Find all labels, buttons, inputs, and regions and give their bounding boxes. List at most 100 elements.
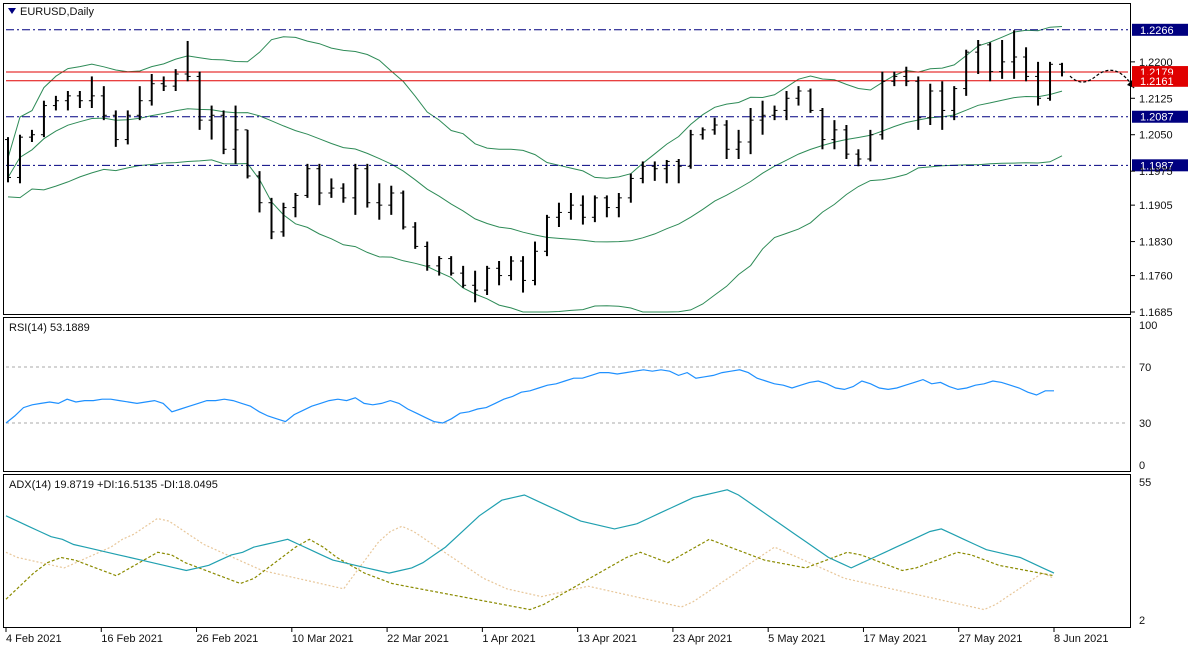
x-tick-label: 10 Mar 2021 [292, 633, 354, 645]
ohlc-bar [400, 190, 407, 230]
ohlc-bar [292, 193, 299, 218]
price-level-label-box [1132, 74, 1188, 87]
ohlc-bar [927, 83, 934, 125]
ohlc-bar [28, 129, 35, 142]
ohlc-bar [160, 76, 167, 91]
rsi-tick-label: 0 [1139, 460, 1145, 472]
ohlc-bar [1047, 61, 1054, 101]
ohlc-bar [376, 183, 383, 220]
ohlc-bar [1011, 30, 1018, 79]
ohlc-bar [675, 159, 682, 184]
ohlc-bar [412, 222, 419, 249]
ohlc-bar [639, 161, 646, 184]
ohlc-bar [268, 197, 275, 240]
x-tick-label: 16 Feb 2021 [101, 633, 163, 645]
price-tick-label: 1.2200 [1139, 57, 1173, 69]
price-tick-label: 1.2125 [1139, 93, 1173, 105]
x-tick-label: 26 Feb 2021 [197, 633, 259, 645]
ohlc-bar [316, 163, 323, 206]
price-level-label-box [1132, 23, 1188, 36]
price-tick-label: 1.1760 [1139, 271, 1173, 283]
ohlc-bar [328, 178, 335, 198]
ohlc-bar [627, 173, 634, 203]
ohlc-bar [759, 100, 766, 135]
bollinger-upper-line [7, 26, 1063, 179]
price-level-label: 1.1987 [1140, 160, 1174, 172]
price-pane-frame [3, 3, 1131, 315]
rsi-layer [5, 366, 1128, 424]
ohlc-bar [879, 71, 886, 140]
ohlc-bar [76, 91, 83, 108]
ohlc-bar [663, 159, 670, 184]
ohlc-bar [16, 134, 23, 184]
ohlc-bar [436, 256, 443, 276]
ohlc-bar [699, 127, 706, 140]
ohlc-bar [472, 270, 479, 303]
bollinger-lower-line [7, 155, 1063, 313]
ohlc-bar [603, 195, 610, 218]
ohlc-bar [855, 149, 862, 167]
ohlc-bar [172, 69, 179, 91]
minus-di-line [5, 517, 1055, 611]
adx-line [5, 489, 1055, 574]
ohlc-bar [783, 91, 790, 121]
axis-layer: 1.22661.22001.21791.21611.21251.20871.20… [5, 23, 1188, 645]
ohlc-bar [747, 108, 754, 155]
plus-di-line [5, 538, 1055, 611]
ohlc-bar [124, 110, 131, 145]
ohlc-bar [496, 261, 503, 286]
ohlc-bar [424, 241, 431, 271]
ohlc-bar [364, 163, 371, 208]
ohlc-bar [723, 120, 730, 159]
ohlc-bar [64, 91, 71, 111]
ohlc-bar [963, 49, 970, 96]
ohlc-bar [184, 40, 191, 82]
symbol-title: EURUSD,Daily [20, 6, 94, 18]
rsi-tick-label: 30 [1139, 418, 1151, 430]
ohlc-bar [939, 81, 946, 130]
ohlc-bar [591, 195, 598, 223]
rsi-tick-label: 70 [1139, 362, 1151, 374]
ohlc-bar [244, 129, 251, 179]
ohlc-bar [567, 193, 574, 220]
ohlc-bar [5, 137, 11, 183]
ohlc-bar [579, 195, 586, 225]
x-tick-label: 8 Jun 2021 [1054, 633, 1108, 645]
x-tick-label: 13 Apr 2021 [578, 633, 637, 645]
rsi-pane-frame [3, 317, 1131, 472]
price-layer [5, 26, 1135, 313]
x-tick-label: 27 May 2021 [959, 633, 1023, 645]
ohlc-bar [687, 129, 694, 169]
ohlc-bar [100, 86, 107, 121]
ohlc-bar [460, 265, 467, 288]
ohlc-bar [615, 193, 622, 218]
x-tick-label: 4 Feb 2021 [6, 633, 62, 645]
ohlc-bar [711, 117, 718, 135]
ohlc-bar [891, 71, 898, 87]
bollinger-middle-line [7, 90, 1063, 243]
ohlc-bar [136, 86, 143, 121]
ohlc-bar [340, 183, 347, 203]
ohlc-bar [220, 110, 227, 155]
ohlc-bar [304, 163, 311, 198]
ohlc-bar [1023, 47, 1030, 82]
triangle-down-icon[interactable] [8, 8, 16, 14]
price-level-label-box [1132, 159, 1188, 172]
ohlc-bar [232, 105, 239, 164]
price-level-label: 1.2161 [1140, 76, 1174, 88]
rsi-line [5, 369, 1054, 424]
price-level-label: 1.2266 [1140, 25, 1174, 37]
projection-curve [1069, 69, 1135, 89]
ohlc-bar [112, 110, 119, 147]
x-tick-label: 1 Apr 2021 [482, 633, 535, 645]
ohlc-bar [651, 161, 658, 181]
ohlc-bar [196, 71, 203, 130]
ohlc-bar [208, 105, 215, 140]
ohlc-bar [352, 163, 359, 215]
ohlc-bar [735, 129, 742, 159]
ohlc-bar [88, 76, 95, 108]
ohlc-bar [484, 265, 491, 295]
price-tick-label: 1.1905 [1139, 200, 1173, 212]
